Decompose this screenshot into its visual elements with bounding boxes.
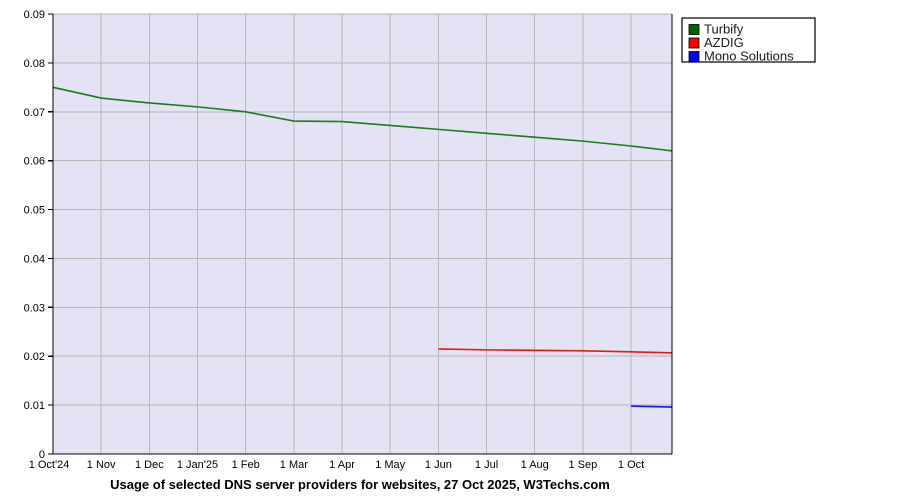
y-tick-label: 0.09	[24, 9, 45, 21]
x-tick-label: 1 Aug	[521, 459, 549, 471]
x-tick-label: 1 Nov	[87, 459, 116, 471]
x-tick-label: 1 Oct	[618, 459, 644, 471]
y-tick-label: 0.02	[24, 351, 45, 363]
series-line-turbify	[52, 86, 673, 152]
series-lines	[52, 86, 673, 408]
y-tick-label: 0.04	[24, 253, 45, 265]
x-tick-label: 1 May	[375, 459, 405, 471]
legend-label-turbify: Turbify	[704, 21, 744, 36]
x-axis-ticks: 1 Oct'24 1 Nov 1 Dec 1 Jan'25 1 Feb 1 Mar 1 Ap…	[29, 459, 645, 471]
chart-title: Usage of selected DNS server providers f…	[110, 477, 610, 492]
series-line-azdig	[438, 348, 673, 354]
legend-label-mono-solutions: Mono Solutions	[704, 48, 794, 63]
y-axis-ticks: 0.09 0.08 0.07 0.06 0.05 0.04 0.03 0.02 0.01 0	[24, 9, 53, 461]
legend-swatch-azdig	[688, 37, 700, 49]
legend-swatch-turbify	[688, 24, 700, 35]
series-line-mono-solutions	[631, 405, 673, 408]
x-tick-label: 1 Sep	[569, 459, 598, 471]
y-tick-label: 0.05	[24, 205, 45, 217]
y-tick-label: 0.01	[24, 400, 45, 412]
x-tick-label: 1 Jul	[475, 459, 498, 471]
x-tick-label: 1 Feb	[232, 459, 260, 471]
y-tick-label: 0.06	[24, 156, 45, 168]
legend-label-azdig: AZDIG	[704, 35, 744, 50]
grid-lines	[53, 13, 672, 454]
plot-background	[53, 14, 672, 454]
x-tick-label: 1 Dec	[135, 459, 164, 471]
legend-swatch-mono-solutions	[688, 51, 700, 62]
legend-background	[681, 17, 816, 63]
x-tick-label: 1 Apr	[329, 459, 355, 471]
y-tick-label: 0.08	[24, 58, 45, 70]
x-tick-label: 1 Mar	[280, 459, 308, 471]
x-tick-label: 1 Oct'24	[29, 459, 70, 471]
y-tick-label: 0.07	[24, 107, 45, 119]
y-tick-label: 0	[39, 449, 45, 461]
x-tick-label: 1 Jan'25	[177, 459, 218, 471]
plot-area	[52, 13, 673, 455]
y-tick-label: 0.03	[24, 302, 45, 314]
x-tick-label: 1 Jun	[425, 459, 452, 471]
